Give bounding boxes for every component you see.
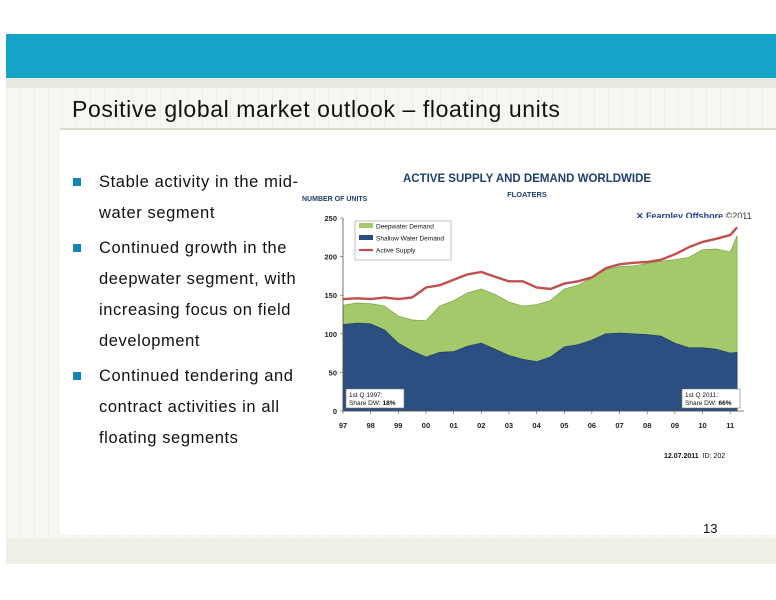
logo-mark-icon: ✕ xyxy=(636,211,647,221)
annotation-2011: 1st Q 2011:Share DW: 66% xyxy=(681,388,741,409)
shallow-water-demand-area xyxy=(342,322,738,412)
legend-label: Active Supply xyxy=(376,248,416,255)
annotation-box xyxy=(681,388,741,409)
chart-title: ACTIVE SUPPLY AND DEMAND WORLDWIDE xyxy=(402,173,652,185)
bullet-text: Stable activity in the mid-water segment xyxy=(99,173,299,222)
annotation-share-value: 18% xyxy=(382,400,395,407)
bullet-item: Continued growth in the deepwater segmen… xyxy=(72,233,302,357)
legend-label: Shallow Water Demand xyxy=(376,236,444,243)
annotation-share-value: 66% xyxy=(718,400,731,407)
annotation-1997: 1st Q 1997:Share DW: 18% xyxy=(345,388,405,409)
x-tick-label: 98 xyxy=(366,421,374,430)
legend-label: Deepwater Demand xyxy=(376,224,434,231)
title-rule xyxy=(60,128,776,130)
x-tick-label: 99 xyxy=(394,421,402,430)
footnote-id: ID: 202 xyxy=(702,453,726,460)
x-tick-label: 05 xyxy=(560,421,568,430)
y-tick-label: 250 xyxy=(324,214,337,223)
annotation-box xyxy=(345,388,405,409)
chart-footnote: 12.07.2011 ID: 202 xyxy=(664,453,725,460)
annotation-line-2: Share DW: 66% xyxy=(685,400,732,407)
y-tick-label: 0 xyxy=(333,407,337,416)
bullet-list: Stable activity in the mid-water segment… xyxy=(72,167,302,458)
chart-subtitle: FLOATERS xyxy=(507,190,547,199)
legend-swatch xyxy=(359,223,373,228)
x-tick-label: 06 xyxy=(588,421,596,430)
bullet-text: Continued tendering and contract activit… xyxy=(99,367,294,447)
legend-swatch xyxy=(359,235,373,240)
chart-legend: Deepwater Demand Shallow Water Demand Acti… xyxy=(354,220,452,261)
annotation-line-2: Share DW: 18% xyxy=(349,400,396,407)
header-band xyxy=(6,34,776,78)
annotation-line-1: 1st Q 1997: xyxy=(349,392,383,399)
y-axis-label: NUMBER OF UNITS xyxy=(302,196,368,203)
y-tick-label: 50 xyxy=(329,368,337,377)
x-tick-label: 09 xyxy=(671,421,679,430)
bullet-square-icon xyxy=(73,244,81,252)
footnote-date: 12.07.2011 xyxy=(664,453,699,460)
x-tick-label: 11 xyxy=(726,421,734,430)
bullet-text: Continued growth in the deepwater segmen… xyxy=(99,239,297,350)
x-tick-label: 10 xyxy=(698,421,706,430)
fearnley-logo: ✕ Fearnley Offshore ©2011 xyxy=(636,211,752,222)
x-tick-label: 04 xyxy=(532,421,541,430)
x-tick-label: 03 xyxy=(505,421,513,430)
x-tick-label: 07 xyxy=(615,421,623,430)
bullet-item: Stable activity in the mid-water segment xyxy=(72,167,302,229)
page-number: 13 xyxy=(703,521,718,536)
slide-title: Positive global market outlook – floatin… xyxy=(72,96,561,122)
active-supply-line xyxy=(342,226,738,301)
bullet-item: Continued tendering and contract activit… xyxy=(72,361,302,454)
bullet-square-icon xyxy=(73,372,81,380)
y-tick-label: 200 xyxy=(324,253,337,262)
x-tick-label: 01 xyxy=(449,421,457,430)
logo-name: Fearnley Offshore xyxy=(646,211,724,221)
y-tick-label: 100 xyxy=(324,330,337,339)
bullet-square-icon xyxy=(73,178,81,186)
x-tick-label: 00 xyxy=(422,421,430,430)
logo-year: ©2011 xyxy=(725,211,752,221)
footer-band xyxy=(6,538,776,564)
x-tick-label: 97 xyxy=(339,421,347,430)
annotation-line-1: 1st Q 2011: xyxy=(685,392,718,399)
y-tick-label: 150 xyxy=(324,291,337,300)
x-tick-label: 08 xyxy=(643,421,651,430)
header-strip xyxy=(6,78,776,88)
x-tick-label: 02 xyxy=(477,421,485,430)
